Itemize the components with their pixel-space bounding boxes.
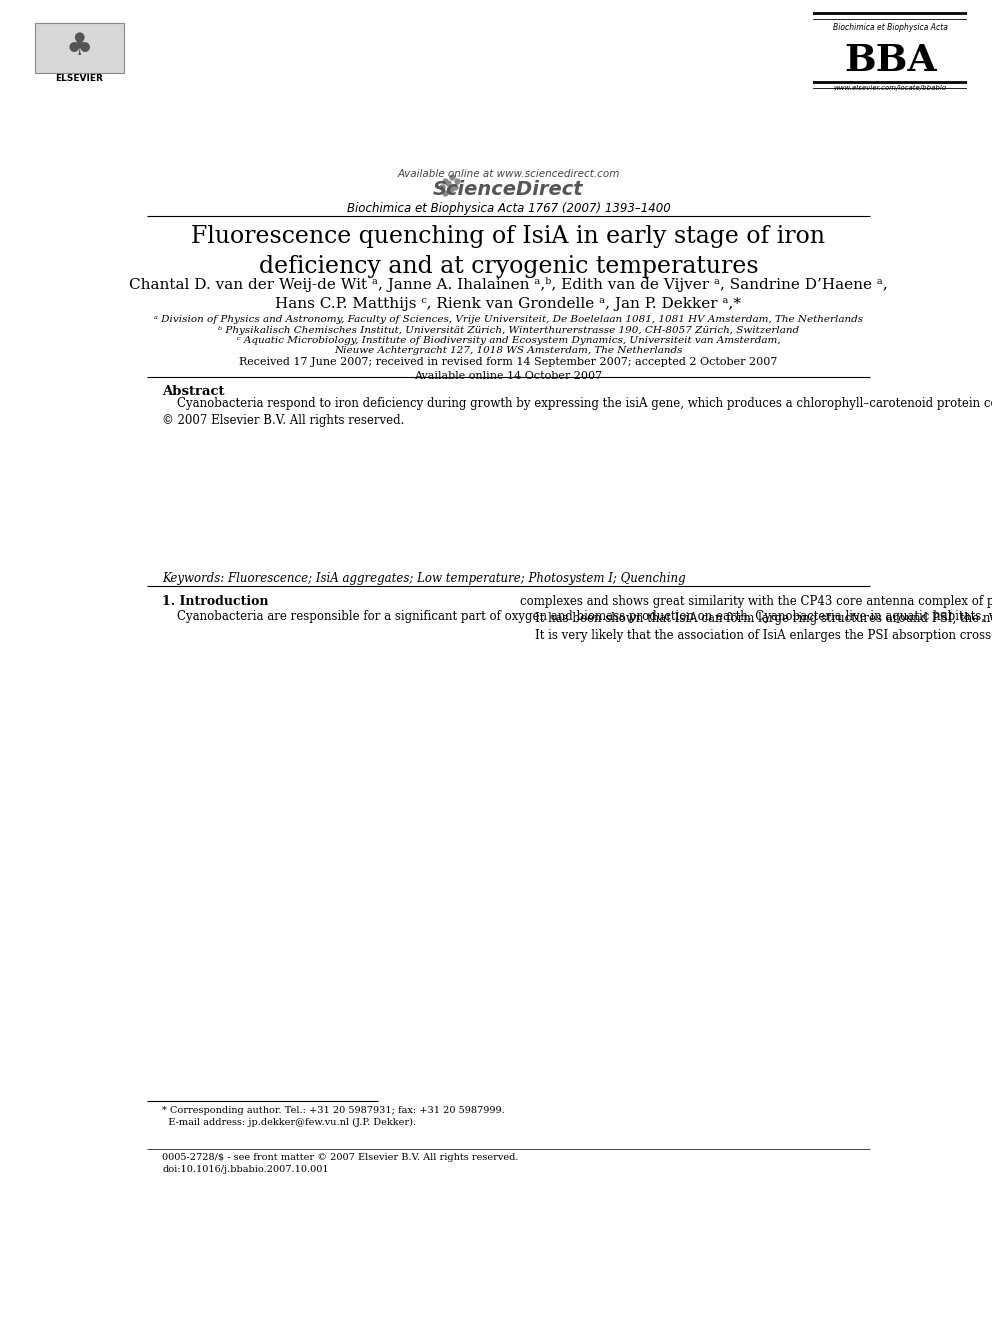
Text: ELSEVIER: ELSEVIER: [56, 74, 103, 83]
FancyBboxPatch shape: [35, 24, 124, 73]
Text: complexes and shows great similarity with the CP43 core antenna complex of photo: complexes and shows great similarity wit…: [520, 595, 992, 642]
Text: Abstract: Abstract: [163, 385, 225, 398]
Text: Fluorescence quenching of IsiA in early stage of iron
deficiency and at cryogeni: Fluorescence quenching of IsiA in early …: [191, 225, 825, 278]
Text: Received 17 June 2007; received in revised form 14 September 2007; accepted 2 Oc: Received 17 June 2007; received in revis…: [239, 357, 778, 381]
Text: Cyanobacteria are responsible for a significant part of oxygen and biomass produ: Cyanobacteria are responsible for a sign…: [163, 610, 992, 623]
Text: ♣: ♣: [65, 32, 93, 61]
Text: ScienceDirect: ScienceDirect: [434, 180, 583, 200]
Text: Keywords: Fluorescence; IsiA aggregates; Low temperature; Photosystem I; Quenchi: Keywords: Fluorescence; IsiA aggregates;…: [163, 573, 686, 585]
Text: 1. Introduction: 1. Introduction: [163, 595, 269, 607]
Text: www.elsevier.com/locate/bbabio: www.elsevier.com/locate/bbabio: [833, 85, 947, 91]
Text: ᵇ Physikalisch Chemisches Institut, Universität Zürich, Winterthurerstrasse 190,: ᵇ Physikalisch Chemisches Institut, Univ…: [218, 325, 799, 335]
Text: BBA: BBA: [844, 42, 936, 79]
Text: * Corresponding author. Tel.: +31 20 5987931; fax: +31 20 5987999.
  E-mail addr: * Corresponding author. Tel.: +31 20 598…: [163, 1106, 505, 1127]
Text: Cyanobacteria respond to iron deficiency during growth by expressing the isiA ge: Cyanobacteria respond to iron deficiency…: [163, 397, 992, 427]
Text: Biochimica et Biophysica Acta 1767 (2007) 1393–1400: Biochimica et Biophysica Acta 1767 (2007…: [346, 201, 671, 214]
Text: Available online at www.sciencedirect.com: Available online at www.sciencedirect.co…: [397, 169, 620, 179]
Text: ᶜ Aquatic Microbiology, Institute of Biodiversity and Ecosystem Dynamics, Univer: ᶜ Aquatic Microbiology, Institute of Bio…: [236, 336, 781, 356]
Text: ᵃ Division of Physics and Astronomy, Faculty of Sciences, Vrije Universiteit, De: ᵃ Division of Physics and Astronomy, Fac…: [154, 315, 863, 324]
Text: Chantal D. van der Weij-de Wit ᵃ, Janne A. Ihalainen ᵃ,ᵇ, Edith van de Vijver ᵃ,: Chantal D. van der Weij-de Wit ᵃ, Janne …: [129, 277, 888, 311]
Text: 0005-2728/$ - see front matter © 2007 Elsevier B.V. All rights reserved.
doi:10.: 0005-2728/$ - see front matter © 2007 El…: [163, 1154, 519, 1174]
Text: Biochimica et Biophysica Acta: Biochimica et Biophysica Acta: [833, 22, 947, 32]
